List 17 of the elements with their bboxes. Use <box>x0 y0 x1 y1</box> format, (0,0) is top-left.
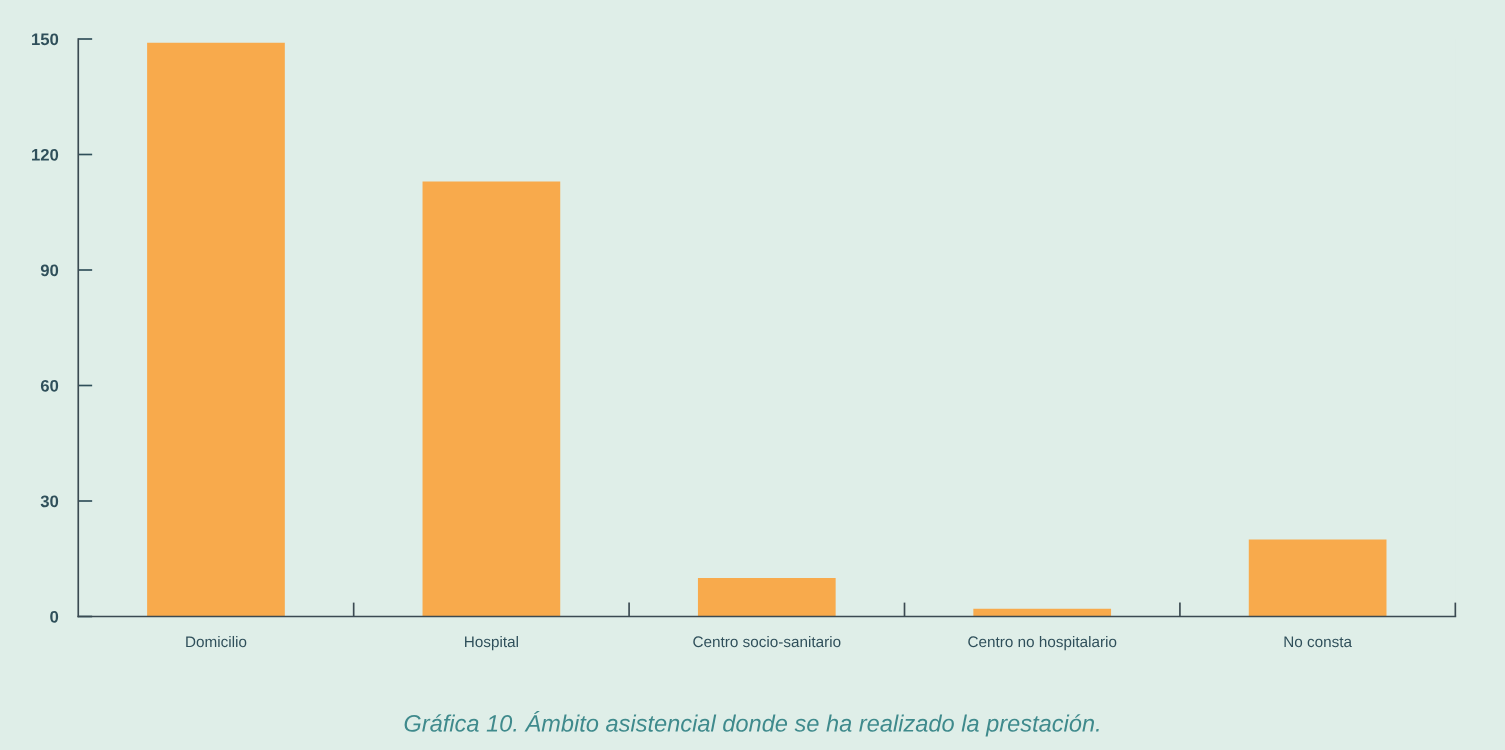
bar <box>147 42 285 617</box>
x-tick-label: No consta <box>1284 636 1353 648</box>
x-tick-label: Hospital <box>465 635 518 651</box>
y-tick-label: 30 <box>40 495 59 508</box>
bar <box>1248 539 1387 617</box>
y-tick-label: 60 <box>40 379 59 392</box>
x-tick-label: Centro socio-sanitario <box>693 635 841 648</box>
text: Gráfica 10. Ámbito asistencial donde se ha realizado la prestación. <box>404 711 1099 737</box>
y-tick-label: 90 <box>40 264 59 277</box>
bar <box>422 181 561 617</box>
bar <box>697 578 836 617</box>
x-tick-label: Domicilio <box>186 635 247 648</box>
bar <box>973 608 1112 617</box>
x-tick-label: Centro no hospitalario <box>968 635 1117 651</box>
y-tick-label: 150 <box>32 33 59 46</box>
y-tick-label: 120 <box>32 148 59 161</box>
y-tick-label: 0 <box>50 610 59 623</box>
